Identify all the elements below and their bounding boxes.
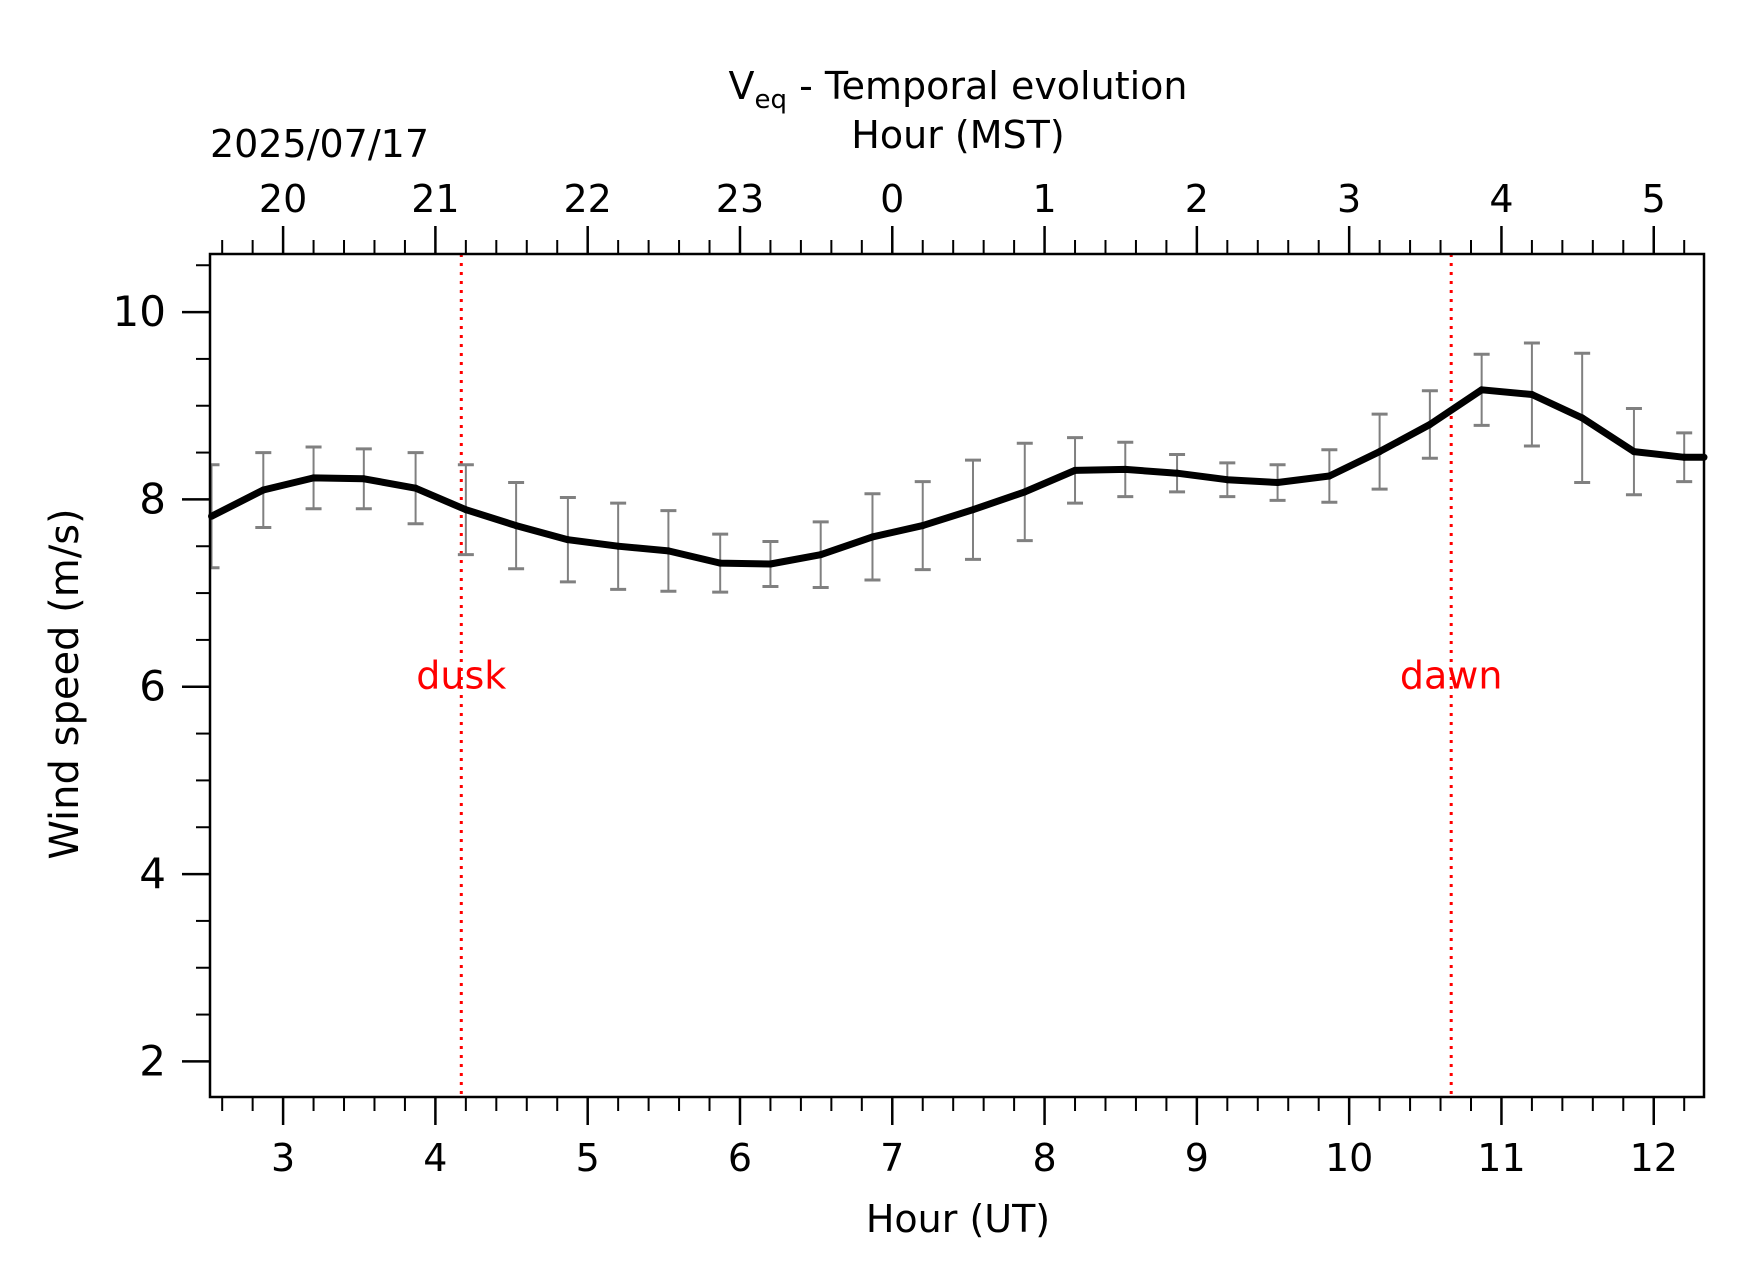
data-point [664,547,672,555]
data-point [310,474,318,482]
data-point [868,533,876,541]
data-point [1071,466,1079,474]
data-point [1376,448,1384,456]
data-point [1680,453,1688,461]
data-point [1274,479,1282,487]
data-point [1578,414,1586,422]
x-tick-label: 4 [423,1136,447,1180]
top-tick-label: 3 [1337,177,1361,221]
data-point [716,559,724,567]
top-tick-label: 21 [411,177,459,221]
plot-area: dusk dawn 3 20 4 21 5 22 6 23 7 0 8 1 9 2 10 3 11 4 12 5 2 4 6 8 1… [113,177,1708,1180]
top-tick-label: 1 [1032,177,1056,221]
data-point [1021,488,1029,496]
top-axis-label: Hour (MST) [851,113,1064,157]
data-point [1630,448,1638,456]
annotation-dusk: dusk [416,654,506,698]
title-separator: - [787,64,825,108]
data-point [1426,420,1434,428]
data-point [1528,391,1536,398]
error-bars [210,341,1693,594]
data-point [412,484,420,492]
x-tick-label: 10 [1325,1136,1373,1180]
title-subscript: eq [755,85,788,115]
title-text: Temporal evolution [824,64,1188,108]
top-tick-label: 0 [880,177,904,221]
data-point [1325,472,1333,480]
top-tick-label: 2 [1185,177,1209,221]
data-point [1121,465,1129,473]
top-tick-label: 22 [564,177,612,221]
x-tick-label: 9 [1185,1136,1209,1180]
data-point [817,551,825,559]
x-tick-label: 6 [728,1136,752,1180]
x-tick-label: 11 [1477,1136,1525,1180]
title-prefix: V [729,64,755,108]
top-tick-label: 20 [259,177,307,221]
x-tick-label: 3 [271,1136,295,1180]
date-label: 2025/07/17 [210,122,429,166]
data-point [614,542,622,550]
x-axis-label: Hour (UT) [866,1197,1050,1241]
series-line [210,386,1704,568]
top-tick-label: 23 [716,177,764,221]
plot-frame [208,252,1706,1099]
data-point [1173,469,1181,477]
y-tick-label: 4 [139,849,166,898]
x-tick-label: 7 [880,1136,904,1180]
x-tick-label: 5 [576,1136,600,1180]
data-point [462,506,470,514]
y-tick-label: 10 [113,287,166,336]
y-tick-label: 2 [139,1036,166,1085]
y-axis-label: Wind speed (m/s) [42,508,88,859]
data-point [919,522,927,530]
chart-title: Veq - Temporal evolution [729,64,1188,115]
data-point [564,536,572,544]
x-tick-label: 12 [1630,1136,1678,1180]
y-tick-label: 8 [139,474,166,523]
data-point [969,506,977,514]
data-point [512,522,520,530]
data-point [360,475,368,483]
top-tick-label: 5 [1642,177,1666,221]
annotation-dawn: dawn [1400,654,1503,698]
y-tick-label: 6 [139,662,166,711]
data-point [259,486,267,494]
data-point [1223,476,1231,484]
data-point [766,560,774,568]
data-point [1478,386,1486,394]
top-tick-label: 4 [1489,177,1513,221]
x-tick-label: 8 [1032,1136,1056,1180]
